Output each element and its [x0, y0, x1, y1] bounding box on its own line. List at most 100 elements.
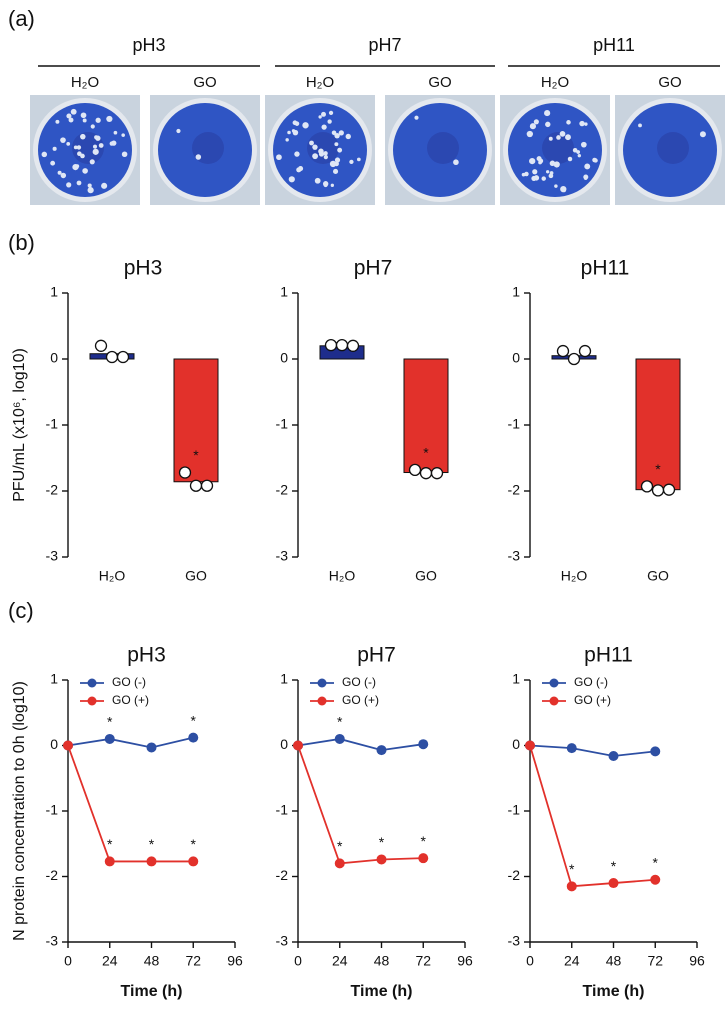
data-point	[640, 480, 654, 493]
x-tick-label: 0	[294, 953, 302, 969]
data-point	[63, 740, 73, 751]
chart-title: pH7	[357, 644, 396, 667]
plaque	[76, 145, 82, 150]
significance: *	[191, 836, 197, 852]
significance: *	[337, 838, 343, 854]
data-point	[578, 344, 592, 358]
data-point	[188, 856, 199, 867]
y-tick-label: -3	[508, 933, 521, 949]
plaque	[638, 123, 642, 128]
plaque	[554, 184, 558, 188]
well-label: H₂O	[306, 74, 334, 91]
x-tick-label: 0	[526, 953, 534, 969]
y-tick-label: -2	[276, 482, 289, 498]
x-tick-label: 48	[374, 953, 390, 969]
y-tick-label: -3	[276, 548, 289, 564]
x-tick-label: 24	[564, 953, 580, 969]
well-label: H₂O	[541, 74, 569, 91]
y-tick-label: -3	[46, 933, 59, 949]
x-axis-label: Time (h)	[121, 983, 183, 1000]
significance: *	[193, 447, 199, 463]
data-point	[146, 856, 157, 867]
y-axis-label: N protein concentration to 0h (log10)	[11, 681, 28, 941]
plaque	[57, 170, 62, 175]
data-point	[566, 881, 577, 892]
legend-label: GO (-)	[112, 675, 146, 689]
significance: *	[191, 712, 197, 728]
y-tick-label: 1	[50, 284, 58, 300]
chart-title: pH7	[354, 257, 393, 280]
plaque	[584, 163, 591, 170]
significance: *	[653, 854, 659, 870]
chart-title: pH11	[584, 644, 633, 667]
data-point	[651, 484, 665, 497]
plaque	[291, 129, 296, 133]
plaque	[70, 108, 77, 115]
data-point	[105, 350, 119, 364]
legend-marker	[87, 678, 97, 688]
bar	[403, 358, 449, 474]
data-point	[608, 878, 619, 889]
x-axis-label: Time (h)	[583, 983, 645, 1000]
plaque	[176, 128, 181, 134]
plaque	[545, 121, 551, 128]
plaque	[296, 167, 302, 173]
significance: *	[107, 714, 113, 730]
data-point	[418, 853, 429, 864]
plaque	[318, 151, 325, 157]
plaque	[333, 168, 339, 174]
y-tick-label: -3	[276, 933, 289, 949]
plaque	[121, 151, 128, 158]
plaque	[334, 142, 339, 147]
data-point	[376, 854, 387, 865]
plaque	[579, 120, 585, 127]
well-label: GO	[193, 74, 216, 91]
plaque	[287, 130, 291, 135]
plaque	[323, 151, 328, 156]
plaque	[288, 176, 295, 183]
legend-label: GO (-)	[574, 675, 608, 689]
data-point	[419, 467, 433, 480]
y-tick-label: -1	[46, 802, 59, 818]
well-center	[427, 132, 459, 164]
bar	[635, 358, 681, 491]
plaque	[532, 169, 538, 175]
data-point	[567, 352, 581, 366]
y-tick-label: 0	[512, 350, 520, 366]
data-point	[650, 746, 661, 757]
y-tick-label: -1	[276, 416, 289, 432]
chart-title: pH11	[581, 257, 630, 280]
group-title: pH3	[132, 35, 165, 55]
y-tick-label: -2	[46, 867, 59, 883]
y-tick-label: -3	[46, 548, 59, 564]
plaque	[338, 130, 344, 136]
plaque	[66, 141, 71, 146]
plaque	[106, 115, 113, 123]
plaque	[414, 115, 419, 120]
plaque	[60, 137, 66, 143]
data-point	[650, 874, 661, 885]
plaque	[55, 119, 60, 124]
x-tick-label: GO	[185, 568, 207, 584]
plaque	[82, 168, 88, 174]
plaque	[330, 183, 334, 187]
y-tick-label: -2	[508, 482, 521, 498]
plaque	[111, 140, 117, 146]
data-point	[324, 338, 338, 352]
plaque	[553, 161, 560, 168]
chart-title: pH3	[124, 257, 163, 280]
plaque	[41, 151, 48, 158]
y-tick-label: 1	[280, 671, 288, 687]
significance: *	[107, 836, 113, 852]
plaque	[323, 182, 328, 188]
plaque	[549, 160, 556, 167]
plaque	[276, 154, 282, 161]
x-tick-label: GO	[647, 568, 669, 584]
plaque	[113, 130, 118, 135]
plaque	[566, 120, 571, 125]
data-point	[146, 742, 157, 753]
plaque	[66, 113, 72, 119]
y-tick-label: 1	[512, 284, 520, 300]
plaque	[559, 131, 566, 137]
plaque	[318, 115, 322, 119]
